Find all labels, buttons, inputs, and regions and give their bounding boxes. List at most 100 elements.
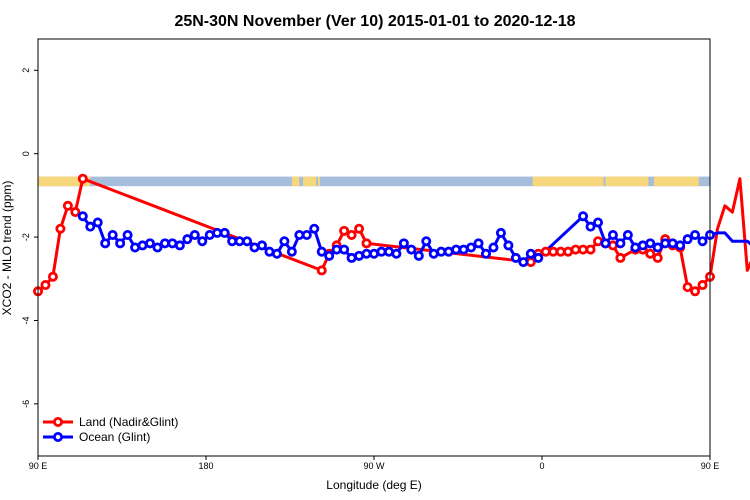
series-line-land xyxy=(37,177,750,293)
data-point-land xyxy=(585,244,596,255)
legend-label-land: Land (Nadir&Glint) xyxy=(79,415,178,429)
land-segment xyxy=(532,176,604,187)
data-point-ocean xyxy=(593,217,604,228)
data-point-ocean xyxy=(398,238,409,249)
series-layer xyxy=(33,173,750,297)
data-point-ocean xyxy=(675,240,686,251)
data-point-ocean xyxy=(92,217,103,228)
y-tick-label: 2 xyxy=(21,68,31,73)
data-point-ocean xyxy=(495,227,506,238)
data-point-ocean xyxy=(152,242,163,253)
data-point-ocean xyxy=(697,236,708,247)
land-segment xyxy=(605,176,649,187)
data-point-ocean xyxy=(316,246,327,257)
data-point-ocean xyxy=(271,248,282,259)
data-point-ocean xyxy=(533,252,544,263)
data-point-ocean xyxy=(480,248,491,259)
data-point-land xyxy=(690,286,701,297)
data-point-ocean xyxy=(578,211,589,222)
y-tick-label: -2 xyxy=(21,233,31,241)
data-point-ocean xyxy=(301,229,312,240)
land-segment xyxy=(654,176,699,187)
data-point-ocean xyxy=(645,238,656,249)
y-tick-label: 0 xyxy=(21,151,31,156)
data-point-ocean xyxy=(309,223,320,234)
land-segment xyxy=(303,176,317,187)
data-point-land xyxy=(645,248,656,259)
data-point-land xyxy=(339,225,350,236)
data-point-ocean xyxy=(510,252,521,263)
ocean-band xyxy=(38,176,710,187)
data-point-land xyxy=(652,252,663,263)
data-point-land xyxy=(62,200,73,211)
data-point-ocean xyxy=(122,229,133,240)
x-axis: 90 E 180 90 W 0 90 E xyxy=(29,456,720,471)
x-tick-label: 90 W xyxy=(363,461,385,471)
land-segment xyxy=(38,176,91,187)
data-point-ocean xyxy=(197,236,208,247)
data-point-ocean xyxy=(219,227,230,238)
data-point-land xyxy=(346,229,357,240)
data-point-ocean xyxy=(107,229,118,240)
y-tick-label: -6 xyxy=(21,400,31,408)
data-point-ocean xyxy=(115,238,126,249)
data-point-ocean xyxy=(256,240,267,251)
x-tick-label: 90 E xyxy=(29,461,48,471)
data-point-ocean xyxy=(652,242,663,253)
x-tick-label: 0 xyxy=(539,461,544,471)
x-tick-label: 180 xyxy=(198,461,213,471)
data-point-ocean xyxy=(600,238,611,249)
data-point-ocean xyxy=(421,236,432,247)
data-point-land xyxy=(70,207,81,218)
legend: Land (Nadir&Glint)Ocean (Glint) xyxy=(43,415,178,444)
data-point-land xyxy=(697,280,708,291)
y-axis: 2 0 -2 -4 -6 xyxy=(21,68,38,408)
land-segment xyxy=(318,176,320,187)
data-point-ocean xyxy=(85,221,96,232)
data-point-land xyxy=(47,271,58,282)
data-point-ocean xyxy=(242,236,253,247)
data-point-ocean xyxy=(473,238,484,249)
data-point-ocean xyxy=(488,242,499,253)
data-point-ocean xyxy=(174,240,185,251)
data-point-land xyxy=(77,173,88,184)
data-point-land xyxy=(354,223,365,234)
data-point-ocean xyxy=(182,234,193,245)
data-point-ocean xyxy=(615,238,626,249)
data-point-ocean xyxy=(391,248,402,259)
data-point-ocean xyxy=(100,238,111,249)
data-point-land xyxy=(615,252,626,263)
landmask-band xyxy=(38,176,710,187)
data-point-land xyxy=(55,223,66,234)
land-segment xyxy=(291,176,300,187)
data-point-ocean xyxy=(466,242,477,253)
x-axis-label: Longitude (deg E) xyxy=(326,478,421,492)
y-tick-label: -4 xyxy=(21,316,31,324)
data-point-land xyxy=(40,280,51,291)
x-tick-label: 90 E xyxy=(701,461,720,471)
data-point-ocean xyxy=(77,211,88,222)
data-point-ocean xyxy=(503,240,514,251)
data-point-ocean xyxy=(286,246,297,257)
data-point-ocean xyxy=(406,244,417,255)
data-point-ocean xyxy=(607,229,618,240)
data-point-ocean xyxy=(690,229,701,240)
data-point-land xyxy=(361,238,372,249)
y-axis-label: XCO2 - MLO trend (ppm) xyxy=(0,181,14,316)
data-point-ocean xyxy=(525,248,536,259)
legend-marker-land xyxy=(53,416,64,427)
data-point-ocean xyxy=(622,229,633,240)
data-point-ocean xyxy=(339,244,350,255)
data-point-land xyxy=(316,265,327,276)
data-point-land xyxy=(682,282,693,293)
data-point-ocean xyxy=(585,221,596,232)
data-point-ocean xyxy=(682,234,693,245)
data-point-ocean xyxy=(144,238,155,249)
legend-marker-ocean xyxy=(53,431,64,442)
data-point-ocean xyxy=(413,250,424,261)
legend-label-ocean: Ocean (Glint) xyxy=(79,430,150,444)
data-point-ocean xyxy=(279,236,290,247)
data-point-ocean xyxy=(518,257,529,268)
chart-title: 25N-30N November (Ver 10) 2015-01-01 to … xyxy=(174,13,575,30)
